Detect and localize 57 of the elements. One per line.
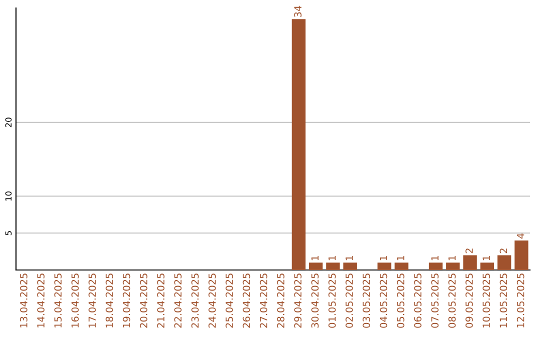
data-label: 1 [311, 256, 319, 260]
data-label: 1 [448, 256, 456, 260]
x-tick-label: 09.05.2025 [466, 274, 473, 328]
data-label: 1 [482, 256, 490, 260]
x-tick-label: 25.04.2025 [226, 274, 233, 328]
x-tick-label: 19.04.2025 [122, 274, 130, 328]
x-tick-label: 26.04.2025 [242, 274, 250, 328]
bar [446, 262, 460, 270]
y-tick-label: 20 [5, 118, 12, 128]
bar [292, 19, 306, 270]
x-tick-label: 17.04.2025 [88, 274, 96, 328]
x-tick-label: 01.05.2025 [328, 274, 336, 328]
x-tick-label: 30.04.2025 [311, 274, 319, 328]
data-label: 1 [380, 256, 388, 260]
data-label: 1 [397, 256, 404, 260]
y-tick-label: 10 [5, 191, 12, 201]
x-tick-label: 05.05.2025 [396, 274, 404, 328]
bar [326, 262, 340, 270]
x-tick-label: 03.05.2025 [362, 274, 370, 328]
x-tick-label: 11.05.2025 [500, 274, 508, 328]
x-tick-label: 10.05.2025 [482, 274, 490, 328]
x-tick-label: 28.04.2025 [277, 274, 284, 328]
x-tick-label: 24.04.2025 [208, 274, 216, 328]
data-label: 34 [294, 6, 302, 17]
x-tick-label: 29.04.2025 [294, 274, 302, 328]
data-label: 1 [328, 256, 336, 260]
x-tick-label: 21.04.2025 [157, 274, 164, 328]
bar [428, 262, 443, 270]
x-tick-label: 12.05.2025 [516, 274, 524, 328]
bar [378, 262, 392, 270]
data-label: 2 [500, 248, 507, 254]
data-label: 1 [346, 256, 353, 260]
x-tick-label: 04.05.2025 [380, 274, 388, 328]
x-tick-label: 20.04.2025 [140, 274, 148, 328]
bar [463, 255, 477, 270]
x-tick-label: 23.04.2025 [191, 274, 199, 328]
data-label: 4 [517, 233, 524, 239]
x-tick-label: 22.04.2025 [174, 274, 182, 328]
bar [394, 262, 408, 270]
x-tick-label: 14.04.2025 [37, 274, 45, 328]
bar [308, 262, 323, 270]
x-tick-label: 06.05.2025 [414, 274, 422, 328]
bar [514, 240, 528, 270]
bar [480, 262, 494, 270]
x-tick-label: 02.05.2025 [346, 274, 353, 328]
data-label: 2 [466, 248, 473, 254]
x-tick-label: 16.04.2025 [71, 274, 79, 328]
x-tick-label: 07.05.2025 [431, 274, 439, 328]
bar [497, 255, 512, 270]
x-tick-label: 18.04.2025 [106, 274, 114, 328]
x-tick-label: 15.04.2025 [54, 274, 62, 328]
x-tick-label: 13.04.2025 [20, 274, 28, 328]
x-tick-label: 27.04.2025 [260, 274, 268, 328]
bar [343, 262, 357, 270]
x-tick-label: 08.05.2025 [448, 274, 456, 328]
y-tick-label: 5 [5, 231, 12, 236]
data-label: 1 [431, 256, 438, 260]
